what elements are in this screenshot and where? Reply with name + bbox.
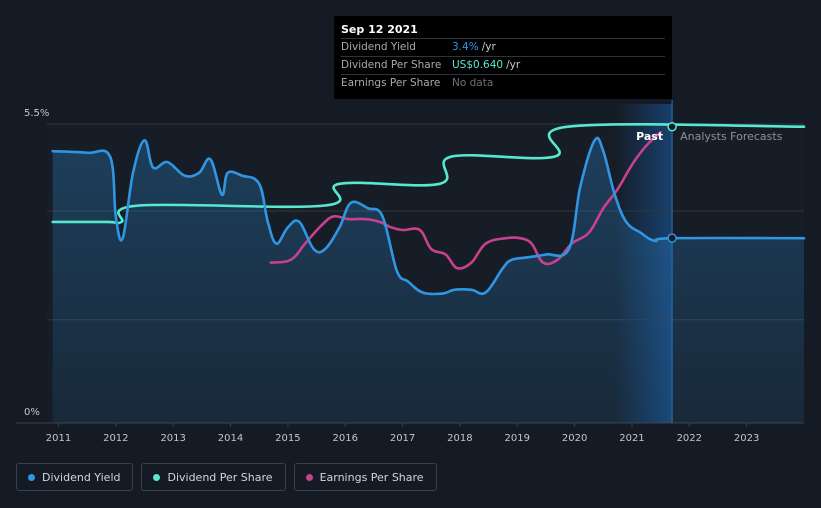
- x-tick-label: 2012: [103, 433, 128, 444]
- tooltip-date: Sep 12 2021: [341, 22, 665, 39]
- dividend-yield-area: [52, 137, 804, 423]
- legend-label: Dividend Yield: [42, 470, 121, 484]
- legend-label: Earnings Per Share: [319, 470, 424, 484]
- tooltip-row-dividend-yield: Dividend Yield 3.4% /yr: [341, 39, 665, 57]
- x-tick-label: 2016: [332, 433, 357, 444]
- legend-dot-icon: [153, 473, 161, 481]
- tooltip-label: Dividend Yield: [341, 41, 416, 53]
- legend-dot-icon: [305, 473, 313, 481]
- tooltip-unit: /yr: [481, 41, 496, 53]
- legend: Dividend Yield Dividend Per Share Earnin…: [16, 463, 437, 491]
- tooltip-label: Dividend Per Share: [341, 59, 442, 71]
- x-tick-label: 2018: [447, 433, 472, 444]
- dividend-per-share-line: [51, 123, 806, 225]
- x-tick-label: 2021: [619, 433, 644, 444]
- hover-tooltip: Sep 12 2021 Dividend Yield 3.4% /yr Divi…: [334, 16, 672, 99]
- legend-item-dividend-yield[interactable]: Dividend Yield: [16, 463, 134, 491]
- legend-label: Dividend Per Share: [167, 470, 273, 484]
- tooltip-row-earnings-per-share: Earnings Per Share No data: [341, 75, 665, 92]
- legend-item-earnings-per-share[interactable]: Earnings Per Share: [293, 463, 437, 491]
- x-tick-label: 2015: [275, 433, 300, 444]
- earnings-per-share-line: [269, 130, 662, 270]
- y-tick-label: 0%: [24, 407, 40, 418]
- tooltip-row-dividend-per-share: Dividend Per Share US$0.640 /yr: [341, 57, 665, 75]
- x-tick-label: 2023: [734, 433, 759, 444]
- x-tick-label: 2011: [46, 433, 71, 444]
- analysts-forecasts-label: Analysts Forecasts: [680, 130, 783, 143]
- dividend-chart: 5.5% 0% 2011 2012 2013 2014 2015 2016 2017 2018 20…: [16, 100, 806, 444]
- x-tick-label: 2017: [390, 433, 415, 444]
- tooltip-value: No data: [452, 77, 494, 89]
- x-tick-label: 2019: [505, 433, 530, 444]
- dividend-per-share-marker: [667, 121, 677, 132]
- dividend-yield-marker: [667, 233, 677, 243]
- tooltip-label: Earnings Per Share: [341, 77, 441, 89]
- tooltip-unit: /yr: [506, 59, 521, 71]
- x-tick-label: 2020: [562, 433, 587, 444]
- y-tick-label: 5.5%: [24, 108, 49, 119]
- tooltip-value: 3.4%: [452, 41, 479, 53]
- legend-dot-icon: [28, 473, 35, 481]
- x-tick-label: 2013: [160, 433, 185, 444]
- x-tick-label: 2022: [677, 433, 702, 444]
- tooltip-value: US$0.640: [452, 59, 504, 71]
- x-tick-label: 2014: [218, 433, 243, 444]
- legend-item-dividend-per-share[interactable]: Dividend Per Share: [141, 463, 286, 491]
- dividend-yield-line: [51, 136, 806, 296]
- past-label: Past: [636, 130, 663, 143]
